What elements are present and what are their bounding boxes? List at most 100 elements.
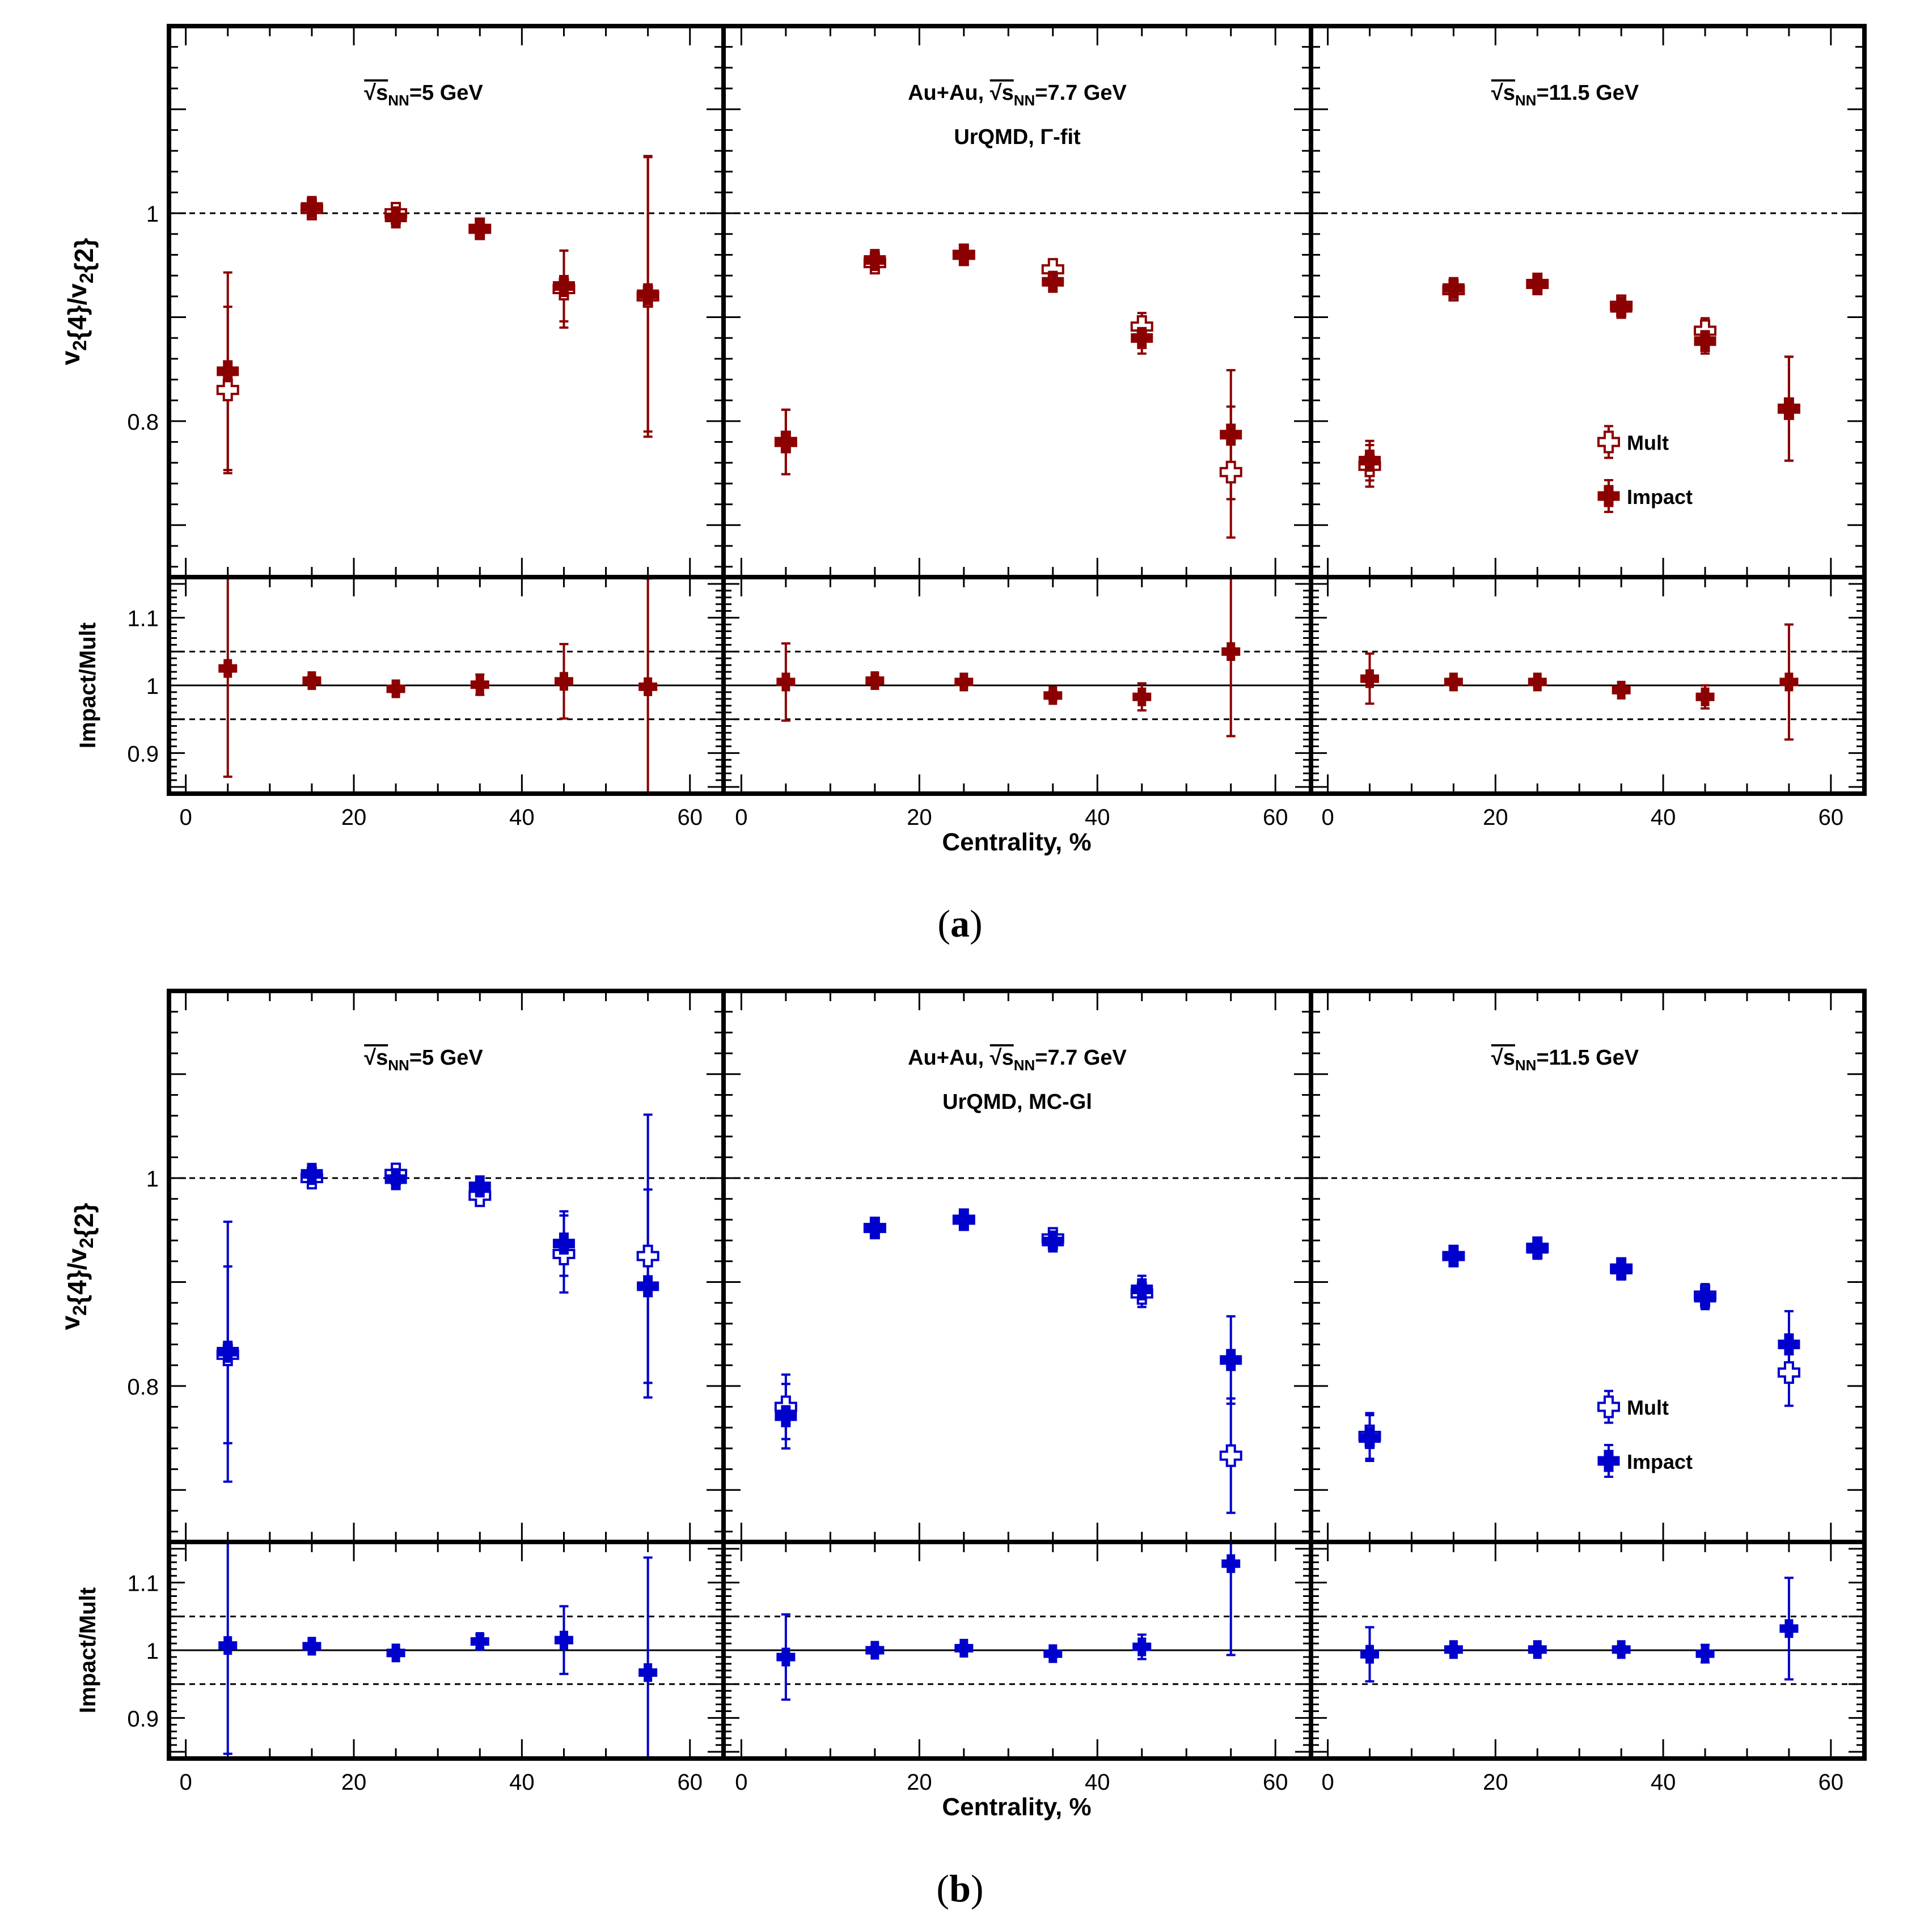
ratio-y-tick-label: 0.9	[127, 1706, 159, 1731]
mult-point	[1219, 460, 1242, 484]
impact-point	[384, 1168, 407, 1190]
main-frame	[1309, 24, 1867, 579]
ratio-point	[1043, 1644, 1063, 1663]
caption-b: (b)	[936, 1867, 984, 1910]
ratio-y-tick-label: 1	[146, 674, 159, 699]
xlabel-a: Centrality, %	[942, 828, 1091, 856]
main-frame	[1309, 989, 1867, 1544]
impact-point	[301, 196, 323, 218]
ylabel-ratio-a: Impact/Mult	[75, 622, 100, 748]
impact-point	[1042, 270, 1064, 293]
impact-point	[468, 218, 491, 240]
panel-a-2: 0 20 40 60 √sNN=11.5 GeV Mult Impact	[1309, 24, 1867, 830]
ratio-point	[1695, 687, 1715, 706]
x-tick-label: 40	[1651, 805, 1676, 830]
impact-point	[1778, 397, 1800, 420]
main-data-b-1	[774, 1208, 1242, 1514]
main-data-a-0	[216, 155, 659, 474]
legend-impact-marker	[1597, 485, 1620, 507]
ratio-point	[554, 1630, 573, 1650]
panel-b-0: 0.8 1 0.9 1 1.1 0 20 40 60 √sNN=5 GeV	[127, 989, 726, 1795]
ratio-point	[776, 1647, 796, 1667]
ratio-point	[554, 672, 573, 691]
ylabel-main-a: v2{4}/v2{2}	[56, 238, 99, 366]
panel-a-1: 0 20 40 60 Au+Au, √sNN=7.7 GeV UrQMD, Γ-fit	[721, 24, 1313, 830]
x-tick-label: 0	[735, 1770, 747, 1795]
impact-point	[1359, 1427, 1381, 1450]
ticks-b-0	[169, 991, 724, 1759]
mult-point	[1777, 1361, 1800, 1384]
ratio-data-b-2	[1360, 1577, 1799, 1683]
ratio-point	[1779, 672, 1799, 692]
x-tick-label: 40	[509, 805, 535, 830]
figure-b: v2{4}/v2{2} Impact/Mult 0.8 1 0.9 1 1.1 0 20 40 60…	[56, 989, 1867, 1821]
panel-title-line: Au+Au, √sNN=7.7 GeV	[908, 81, 1127, 109]
ratio-point	[386, 1643, 405, 1663]
impact-point	[864, 249, 886, 272]
x-tick-label: 0	[1321, 1770, 1334, 1795]
ratio-y-tick-label: 0.9	[127, 742, 159, 766]
impact-point	[953, 243, 975, 266]
impact-point	[1526, 273, 1549, 295]
ratio-point	[218, 1636, 238, 1655]
ratio-point	[1779, 1619, 1799, 1638]
impact-point	[1131, 327, 1153, 349]
panel-title-line: √sNN=5 GeV	[364, 1046, 483, 1074]
impact-point	[775, 1405, 797, 1427]
ratio-point	[865, 1641, 885, 1660]
ratio-point	[1360, 669, 1380, 688]
mult-point	[216, 378, 239, 401]
x-tick-label: 0	[180, 805, 192, 830]
x-tick-label: 20	[341, 1770, 367, 1795]
panel-title-line: UrQMD, Γ-fit	[954, 125, 1081, 149]
x-tick-label: 0	[180, 1770, 192, 1795]
panel-b-2: 0 20 40 60 √sNN=11.5 GeV Mult Impact	[1309, 989, 1867, 1795]
ratio-point	[865, 671, 885, 690]
impact-point	[953, 1208, 975, 1231]
ratio-point	[1528, 1640, 1547, 1659]
legend-impact-label: Impact	[1627, 1450, 1693, 1473]
x-tick-label: 60	[1263, 805, 1288, 830]
ratio-y-tick-label: 1.1	[127, 607, 159, 632]
impact-point	[1220, 1349, 1242, 1371]
impact-point	[1442, 1245, 1465, 1268]
y-tick-label: 1	[146, 1167, 159, 1192]
ratio-data-a-0	[218, 577, 658, 794]
impact-point	[384, 206, 407, 228]
panel-title-line: √sNN=11.5 GeV	[1491, 1046, 1639, 1074]
ratio-frame	[1309, 1540, 1867, 1761]
ratio-point	[1695, 1644, 1715, 1663]
ratio-data-a-2	[1360, 623, 1799, 741]
main-data-a-1	[774, 243, 1242, 539]
impact-point	[637, 283, 659, 306]
x-tick-label: 60	[1818, 805, 1844, 830]
figure-a: v2{4}/v2{2} Impact/Mult 0.8 1 0.9 1 1.1 0 20 40 60…	[56, 24, 1867, 856]
ratio-point	[470, 1632, 489, 1651]
ratio-point	[386, 679, 405, 698]
ratio-point	[1612, 1640, 1631, 1659]
ratio-point	[1132, 687, 1152, 706]
ticks-a-0	[169, 26, 724, 794]
impact-point	[775, 431, 797, 454]
ratio-frame	[1309, 575, 1867, 796]
impact-point	[1359, 450, 1381, 472]
x-tick-label: 60	[1263, 1770, 1288, 1795]
x-tick-label: 20	[907, 805, 932, 830]
ratio-point	[1043, 686, 1063, 705]
x-tick-label: 20	[1483, 1770, 1508, 1795]
x-tick-label: 0	[735, 805, 747, 830]
ratio-point	[1444, 1640, 1463, 1659]
impact-point	[1610, 1259, 1633, 1281]
panel-title-line: √sNN=5 GeV	[364, 81, 483, 109]
panel-title-line: UrQMD, MC-Gl	[942, 1090, 1092, 1114]
xlabel-b: Centrality, %	[942, 1793, 1091, 1821]
ylabel-main-b: v2{4}/v2{2}	[56, 1203, 99, 1331]
panel-b-1: 0 20 40 60 Au+Au, √sNN=7.7 GeV UrQMD, MC-Gl	[721, 989, 1313, 1795]
ratio-data-b-1	[776, 1542, 1241, 1701]
ratio-point	[1221, 1554, 1241, 1573]
legend-impact-marker	[1597, 1450, 1620, 1472]
ratio-point	[1528, 672, 1547, 692]
impact-point	[217, 1340, 239, 1363]
legend-mult-label: Mult	[1627, 1396, 1669, 1420]
ratio-point	[1612, 680, 1631, 700]
